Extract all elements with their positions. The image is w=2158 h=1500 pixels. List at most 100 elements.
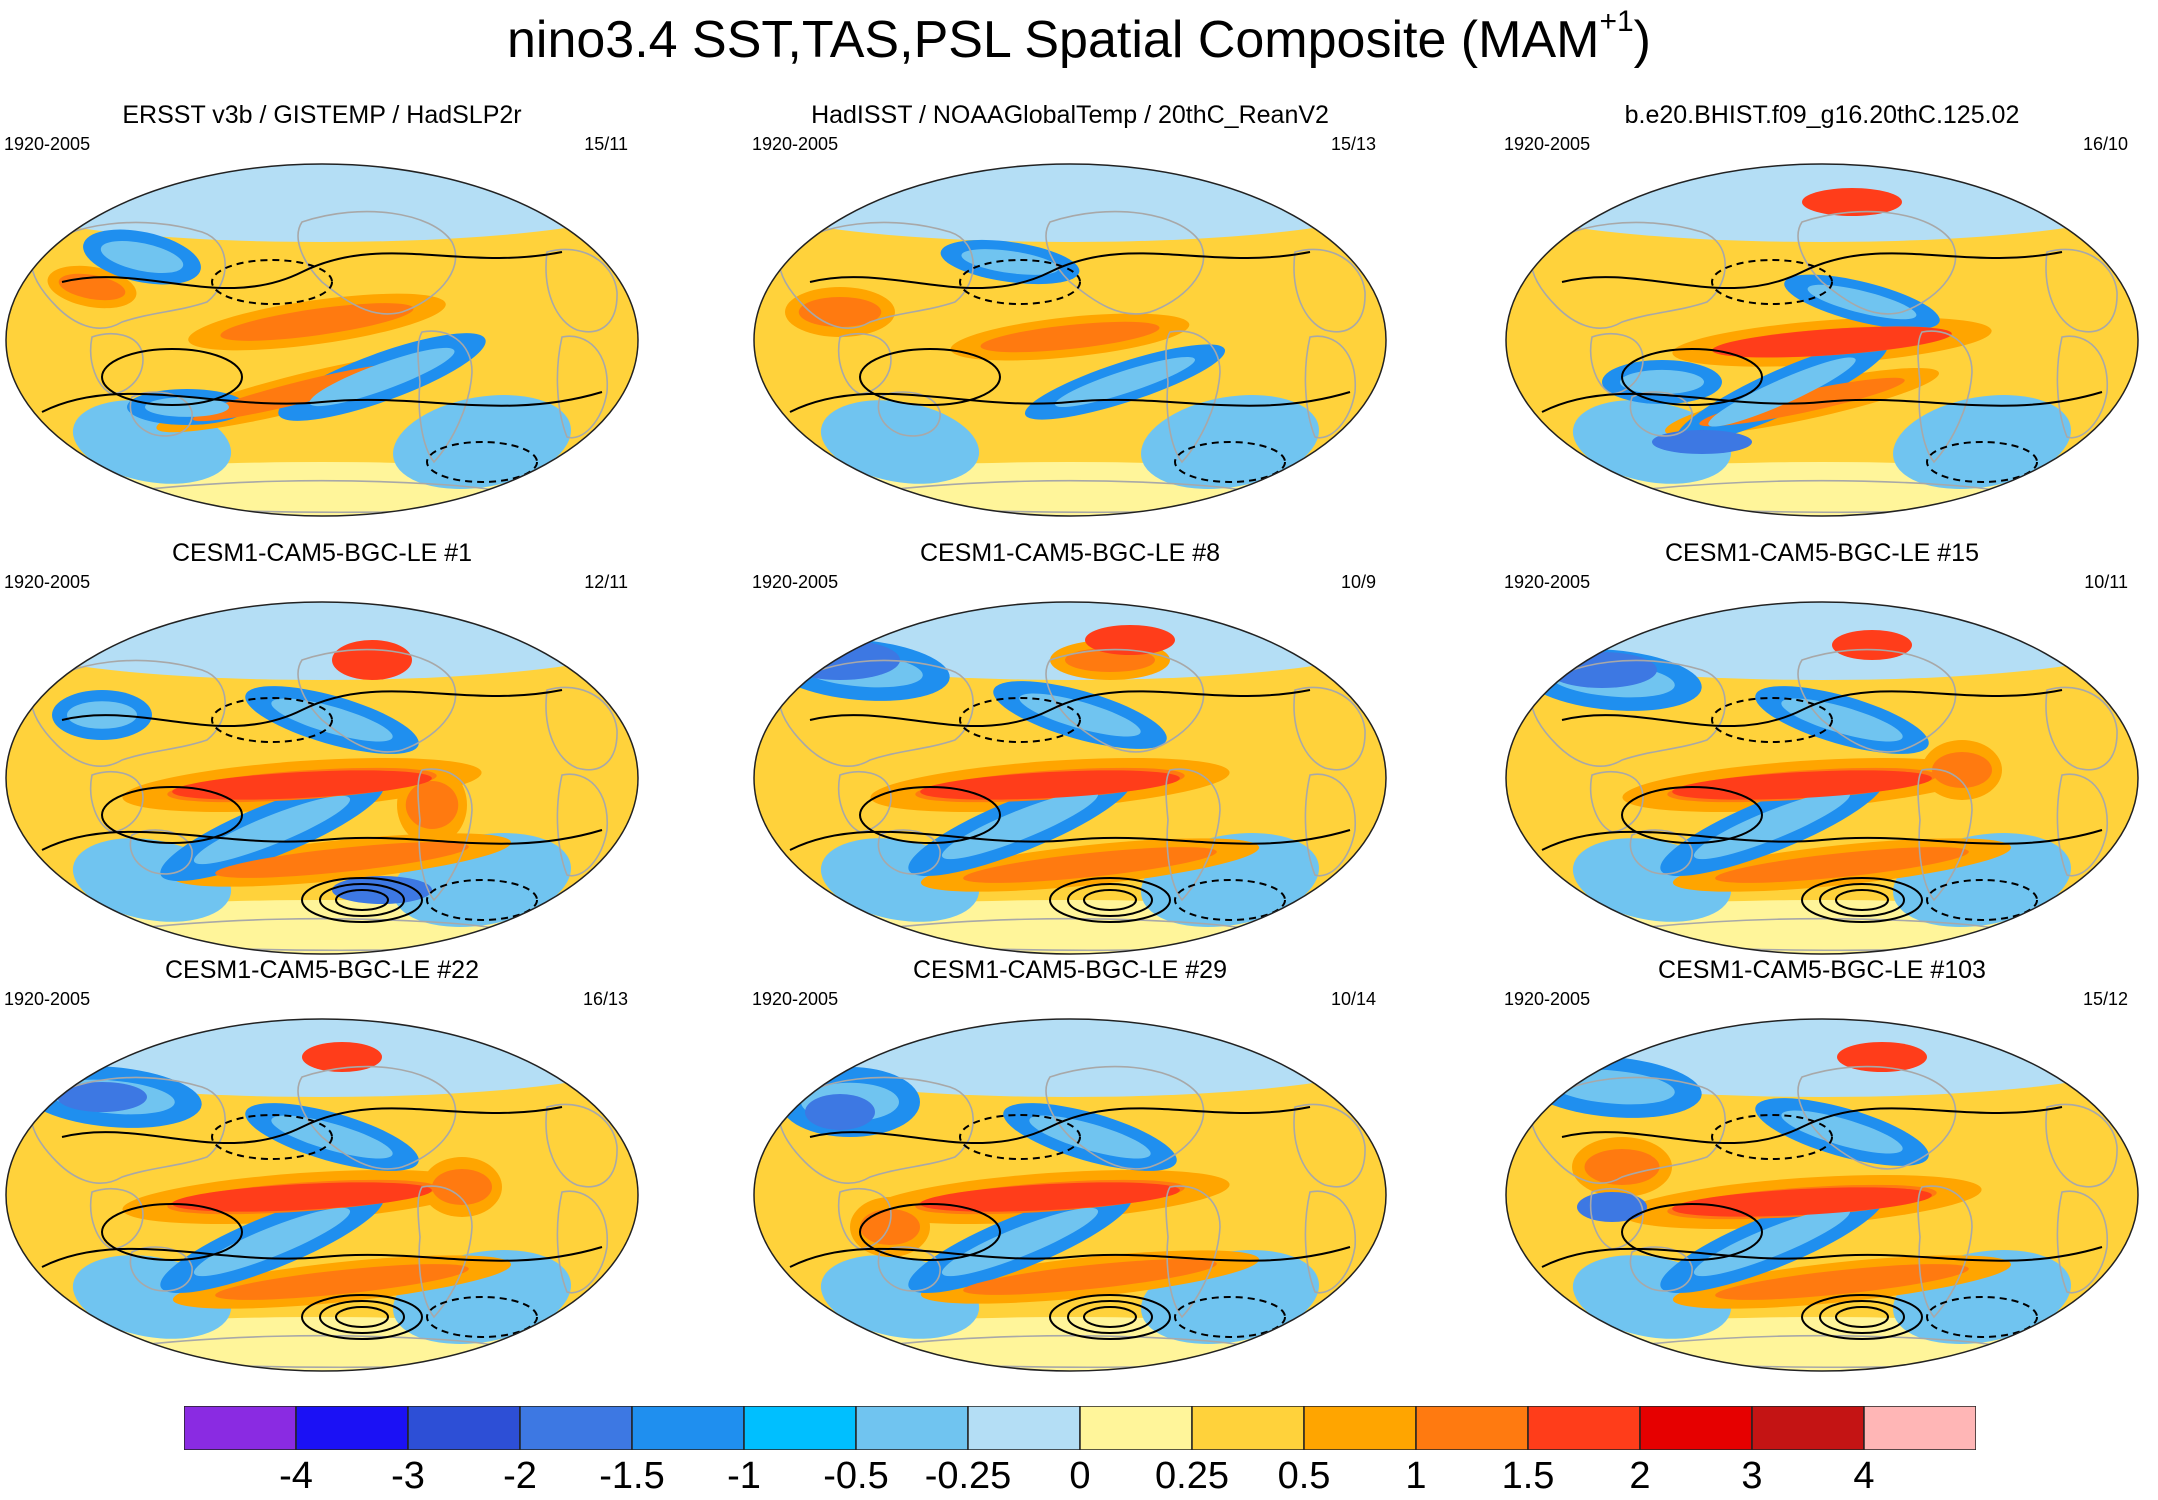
coastline bbox=[129, 391, 193, 437]
world-map-icon bbox=[753, 601, 1387, 955]
panel-years: 1920-2005 bbox=[752, 989, 839, 1009]
colorbar-swatch bbox=[295, 1406, 409, 1450]
polar-anomaly bbox=[6, 164, 638, 242]
strong-warm-anomaly bbox=[1672, 770, 1932, 800]
colorbar-tick-label: 4 bbox=[1853, 1455, 1875, 1497]
coastline bbox=[1045, 1065, 1205, 1170]
panel-title: HadISST / NOAAGlobalTemp / 20thC_ReanV2 bbox=[811, 101, 1329, 129]
strong-warm-anomaly bbox=[1712, 326, 1952, 358]
coastline bbox=[297, 648, 457, 753]
panel-years: 1920-2005 bbox=[1504, 134, 1591, 154]
strong-warm-anomaly bbox=[332, 640, 412, 680]
colorbar-tick-label: 0.5 bbox=[1277, 1455, 1331, 1497]
coastline bbox=[129, 1246, 193, 1292]
psl-contour bbox=[41, 829, 603, 851]
coastline bbox=[1293, 248, 1366, 333]
polar-anomaly bbox=[754, 164, 1386, 242]
psl-contour bbox=[1541, 829, 2103, 851]
panel-years: 1920-2005 bbox=[752, 134, 839, 154]
coastline bbox=[1304, 335, 1356, 439]
panel-count: 15/13 bbox=[1330, 134, 1376, 154]
psl-contour bbox=[61, 251, 563, 290]
warm-anomaly bbox=[980, 321, 1160, 353]
coastline bbox=[1629, 391, 1693, 437]
coastline bbox=[556, 335, 608, 439]
coastline bbox=[1530, 221, 1726, 329]
polar-anomaly bbox=[6, 462, 638, 516]
panel-count: 12/11 bbox=[584, 572, 628, 592]
strong-cool-anomaly bbox=[1652, 430, 1752, 454]
strong-warm-anomaly bbox=[920, 1182, 1180, 1212]
psl-contour bbox=[1049, 1294, 1171, 1340]
strong-warm-anomaly bbox=[302, 1042, 382, 1072]
coastline bbox=[545, 686, 618, 771]
cool-anomaly bbox=[1620, 369, 1704, 395]
world-map-icon bbox=[5, 601, 639, 955]
map-panel: CESM1-CAM5-BGC-LE #103 1920-2005 15/12 bbox=[1502, 955, 2142, 1373]
cool-anomaly bbox=[100, 240, 184, 274]
psl-contour bbox=[335, 1306, 389, 1328]
coastline bbox=[1530, 1076, 1726, 1184]
psl-contour bbox=[41, 391, 603, 413]
coastline bbox=[1589, 1187, 1644, 1250]
strong-warm-anomaly bbox=[1832, 630, 1912, 660]
coastline bbox=[417, 330, 473, 464]
coastline bbox=[2045, 248, 2118, 333]
colorbar-tick-label: 3 bbox=[1741, 1455, 1763, 1497]
map-boundary bbox=[1505, 163, 2139, 517]
coastline bbox=[1797, 1065, 1957, 1170]
strong-cool-anomaly bbox=[57, 1082, 147, 1112]
psl-contour bbox=[335, 889, 389, 911]
panel-count: 10/9 bbox=[1340, 572, 1376, 592]
coastline bbox=[545, 248, 618, 333]
colorbar-swatch bbox=[1079, 1406, 1193, 1450]
psl-contour bbox=[1561, 251, 2063, 290]
colorbar-labels: -4 -3 -2 -1.5 -1 -0.5 -0.25 0 0.25 0.5 1… bbox=[0, 1456, 2158, 1500]
world-map-icon bbox=[1505, 163, 2139, 517]
coastline bbox=[1165, 330, 1221, 464]
panel-title: CESM1-CAM5-BGC-LE #29 bbox=[913, 956, 1227, 984]
psl-contour-negative bbox=[426, 879, 538, 921]
map-panel: CESM1-CAM5-BGC-LE #22 1920-2005 16/13 bbox=[2, 955, 642, 1373]
psl-contour-negative bbox=[1174, 1296, 1286, 1338]
panel-years: 1920-2005 bbox=[4, 572, 91, 592]
psl-contour-negative bbox=[1711, 259, 1833, 305]
colorbar-swatch bbox=[1527, 1406, 1641, 1450]
psl-contour bbox=[1049, 877, 1171, 923]
psl-contour bbox=[61, 689, 563, 728]
psl-contour bbox=[101, 348, 243, 406]
colorbar-swatch bbox=[1415, 1406, 1529, 1450]
coastline bbox=[417, 768, 473, 902]
world-map-icon bbox=[753, 1018, 1387, 1372]
warm-anomaly bbox=[1715, 847, 1969, 883]
world-map-icon bbox=[753, 163, 1387, 517]
psl-contour-negative bbox=[1174, 879, 1286, 921]
cool-anomaly bbox=[193, 795, 351, 865]
psl-contour bbox=[1819, 883, 1905, 917]
psl-contour bbox=[859, 348, 1001, 406]
cool-anomaly bbox=[1693, 1207, 1851, 1277]
psl-contour-negative bbox=[959, 259, 1081, 305]
coastline bbox=[1530, 659, 1726, 767]
psl-contour bbox=[61, 1106, 563, 1145]
colorbar-tick-label: -4 bbox=[279, 1455, 313, 1497]
psl-contour-negative bbox=[959, 1114, 1081, 1160]
map-panel: b.e20.BHIST.f09_g16.20thC.125.02 1920-20… bbox=[1502, 100, 2142, 518]
colorbar-tick-label: -1.5 bbox=[599, 1455, 665, 1497]
colorbar-tick-label: -2 bbox=[503, 1455, 537, 1497]
panel-title: CESM1-CAM5-BGC-LE #15 bbox=[1665, 539, 1979, 567]
psl-contour-negative bbox=[1926, 879, 2038, 921]
psl-contour-negative bbox=[426, 1296, 538, 1338]
psl-contour-negative bbox=[959, 697, 1081, 743]
colorbar-tick-label: -0.5 bbox=[823, 1455, 889, 1497]
panel-title: CESM1-CAM5-BGC-LE #8 bbox=[919, 539, 1221, 567]
colorbar-swatch bbox=[631, 1406, 745, 1450]
warm-anomaly bbox=[963, 1259, 1217, 1295]
warm-anomaly bbox=[432, 1169, 492, 1205]
strong-warm-anomaly bbox=[1085, 625, 1175, 655]
psl-contour bbox=[1835, 889, 1889, 911]
polar-anomaly bbox=[1506, 900, 2138, 954]
panel-count: 10/14 bbox=[1330, 989, 1376, 1009]
colorbar-swatch bbox=[1863, 1406, 1976, 1450]
warm-anomaly bbox=[1715, 1264, 1969, 1300]
